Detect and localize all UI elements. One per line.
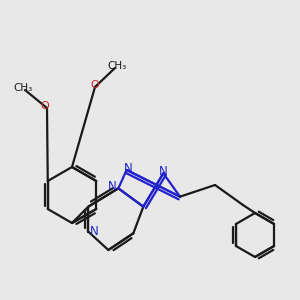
Text: O: O [91, 80, 99, 90]
Text: N: N [108, 180, 117, 193]
Text: N: N [124, 161, 133, 175]
Text: N: N [90, 225, 99, 238]
Text: CH₃: CH₃ [14, 83, 33, 93]
Text: CH₃: CH₃ [107, 61, 127, 71]
Text: O: O [40, 101, 50, 111]
Text: N: N [159, 165, 168, 178]
